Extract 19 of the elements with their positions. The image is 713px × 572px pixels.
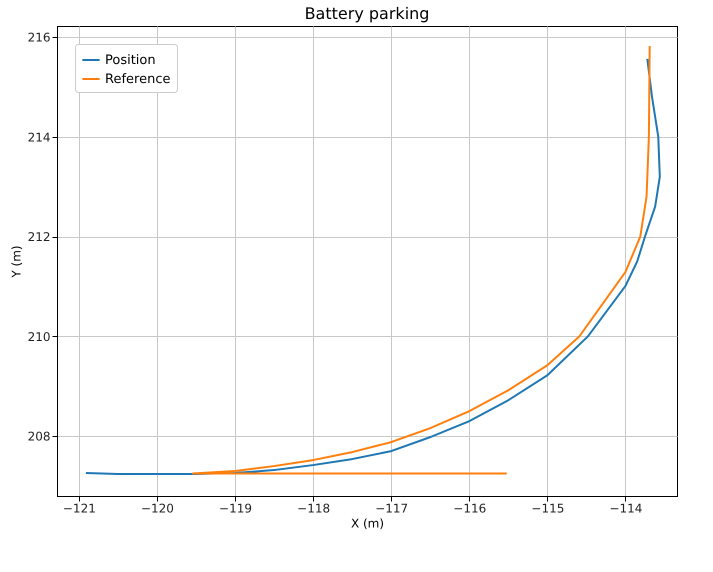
x-tick-label: −115 — [531, 502, 564, 516]
y-tick-label: 214 — [28, 130, 50, 144]
legend-label: Reference — [105, 72, 170, 87]
line-series — [192, 44, 651, 475]
x-tick-label: −114 — [609, 502, 642, 516]
x-axis-title: X (m) — [350, 516, 384, 530]
legend-label: Position — [105, 53, 156, 68]
x-tick-label: −119 — [219, 502, 252, 516]
y-axis-title: Y (m) — [10, 245, 24, 279]
x-tick-label: −121 — [62, 502, 96, 516]
chart-title: Battery parking — [304, 4, 430, 23]
y-tick-label: 216 — [28, 30, 50, 44]
y-tick-label: 212 — [28, 230, 50, 244]
x-tick-label: −117 — [375, 502, 408, 516]
y-tick-label: 208 — [28, 430, 50, 444]
x-tick-label: −118 — [297, 502, 330, 516]
x-tick-label: −116 — [453, 502, 486, 516]
y-tick-label: 210 — [28, 330, 50, 344]
x-tick-label: −120 — [140, 502, 174, 516]
